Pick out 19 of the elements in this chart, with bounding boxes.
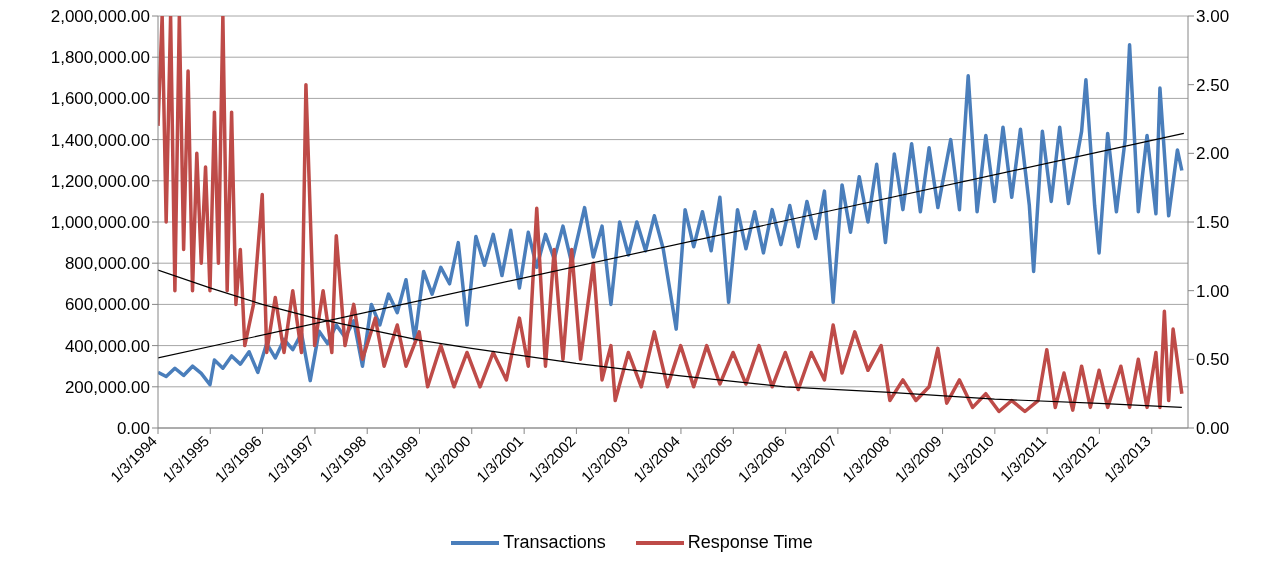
y-tick-label: 2,000,000.00 xyxy=(50,7,150,27)
y2-tick-label: 0.50 xyxy=(1196,350,1230,370)
y-tick-label: 1,600,000.00 xyxy=(50,89,150,109)
legend-label: Transactions xyxy=(503,532,606,553)
y2-tick-label: 1.50 xyxy=(1196,213,1230,233)
y-tick-label: 1,200,000.00 xyxy=(50,171,150,191)
y2-tick-label: 2.00 xyxy=(1196,144,1230,164)
y-tick-label: 400,000.00 xyxy=(64,336,150,356)
y-tick-label: 800,000.00 xyxy=(64,254,150,274)
y2-tick-label: 1.00 xyxy=(1196,281,1230,301)
y2-tick-label: 0.00 xyxy=(1196,419,1230,439)
y-tick-label: 1,000,000.00 xyxy=(50,213,150,233)
y2-tick-label: 3.00 xyxy=(1196,7,1230,27)
y2-tick-label: 2.50 xyxy=(1196,75,1230,95)
legend-label: Response Time xyxy=(687,532,813,553)
y-tick-label: 1,400,000.00 xyxy=(50,130,150,150)
y-tick-label: 600,000.00 xyxy=(64,295,150,315)
y-tick-label: 1,800,000.00 xyxy=(50,48,150,68)
y-tick-label: 200,000.00 xyxy=(64,377,150,397)
